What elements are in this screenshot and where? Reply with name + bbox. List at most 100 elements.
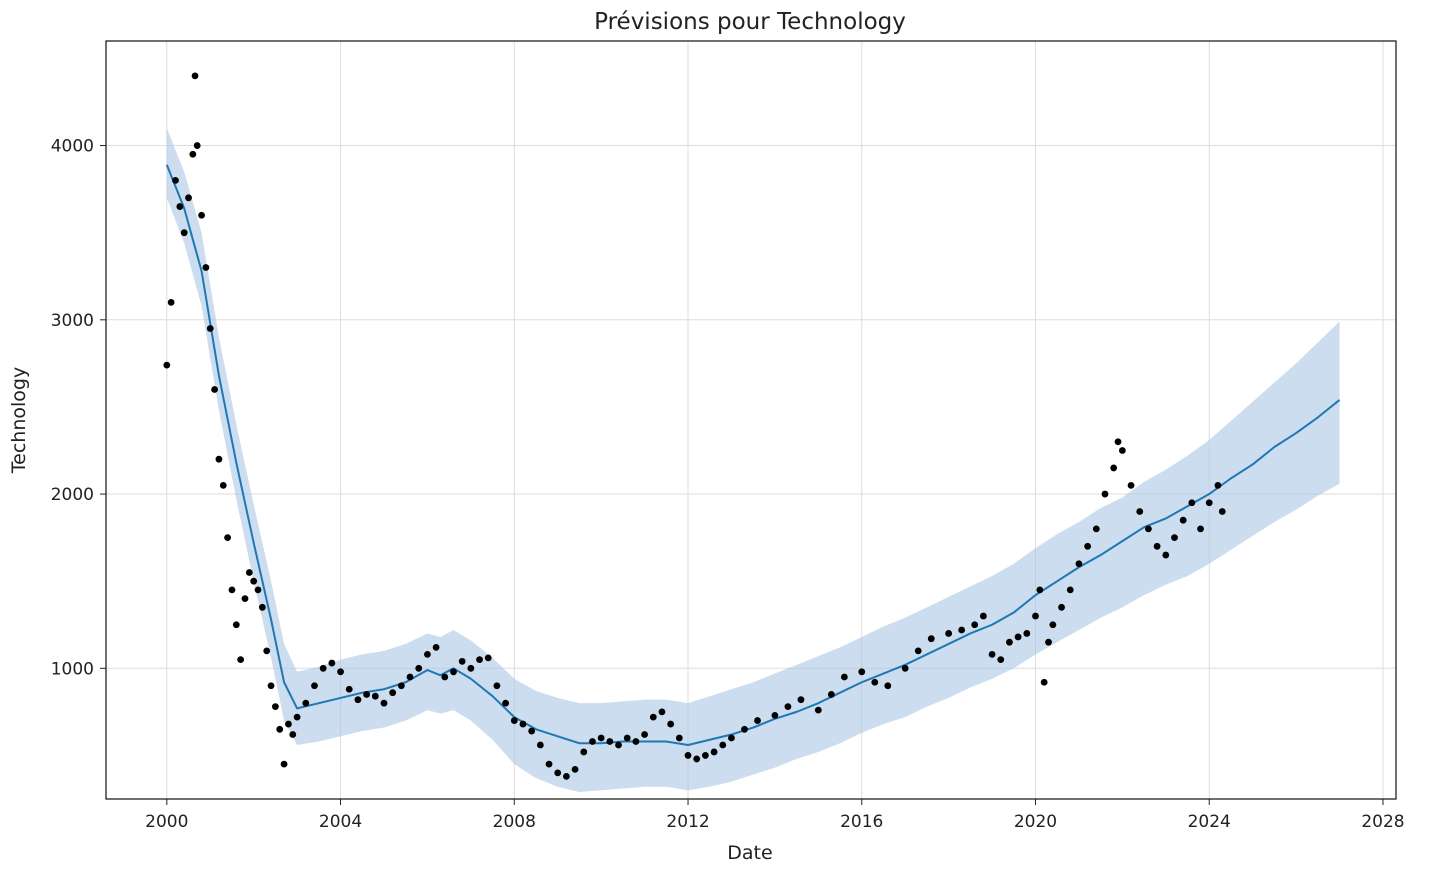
observed-point [502,699,509,707]
observed-point [337,668,344,676]
observed-point [293,713,301,721]
observed-point [328,659,336,667]
observed-point [1145,525,1152,533]
observed-point [1153,542,1161,550]
x-tick-label: 2000 [145,812,188,832]
observed-point [1006,638,1013,646]
observed-point [797,696,805,704]
observed-point [1114,438,1122,446]
observed-point [271,703,279,711]
observed-point [193,142,201,149]
observed-point [1045,638,1052,646]
y-tick-label: 2000 [51,485,94,505]
observed-point [997,656,1005,663]
observed-point [189,150,197,158]
x-tick-label: 2024 [1188,812,1231,832]
observed-point [1032,612,1039,620]
observed-point [958,626,966,634]
observed-point [467,664,475,672]
observed-point [232,621,240,629]
observed-point [728,734,735,742]
observed-point [311,682,318,690]
observed-point [528,727,536,735]
observed-point [615,741,622,749]
observed-point [397,682,405,690]
observed-point [276,725,284,733]
observed-point [1136,508,1144,515]
observed-point [632,738,640,745]
observed-point [441,673,449,681]
observed-point [1023,630,1031,637]
observed-point [914,647,922,655]
observed-point [771,711,779,719]
observed-point [415,664,423,672]
observed-point [167,298,175,306]
observed-point [623,734,631,742]
observed-point [484,654,492,662]
observed-point [510,717,518,724]
observed-point [176,203,184,210]
observed-point [1084,542,1092,550]
confidence-band [166,128,1340,793]
observed-point [871,678,879,686]
observed-point [1179,516,1187,524]
x-tick-label: 2016 [840,812,883,832]
observed-point [228,586,236,594]
observed-point [258,603,266,611]
observed-point [432,644,440,651]
observed-point [884,682,892,690]
observed-point [302,699,310,707]
x-tick-label: 2008 [493,812,536,832]
x-axis-ticks: 2000 2004 2008 2012 2016 2020 2024 2028 [145,799,1405,832]
observed-point [219,481,227,489]
observed-point [641,731,648,738]
y-axis-label: Technology [8,367,30,474]
observed-point [450,668,457,676]
observed-point [206,325,214,332]
observed-point [389,689,397,697]
observed-point [458,657,466,665]
observed-point [285,720,292,728]
uncertainty-band [166,128,1340,793]
observed-point [606,738,614,745]
observed-point [1162,551,1170,559]
yhat-line [165,164,1341,746]
observed-point [406,673,414,681]
observed-point [1218,508,1226,515]
observed-point [536,741,544,749]
observed-point [840,673,848,681]
y-axis-ticks: 1000 2000 3000 4000 [51,137,106,679]
observed-point [979,612,987,620]
observed-point [211,386,218,393]
x-tick-label: 2020 [1014,812,1057,832]
observed-point [571,765,579,773]
observed-point [684,752,692,759]
observed-point [649,713,657,721]
observed-point [901,664,909,672]
x-tick-label: 2004 [319,812,362,832]
observed-points [163,72,1226,780]
observed-point [519,720,527,728]
observed-point [1040,678,1048,686]
observed-point [493,682,501,690]
observed-point [554,769,562,777]
observed-point [1197,525,1204,533]
observed-point [827,691,835,698]
observed-point [289,731,297,738]
observed-point [476,656,483,663]
observed-point [163,361,171,369]
observed-point [250,577,258,585]
observed-point [675,734,683,742]
forecast-line [165,164,1341,746]
chart-title: Prévisions pour Technology [594,9,906,35]
observed-point [693,755,701,763]
observed-point [254,586,262,594]
y-tick-label: 1000 [51,659,94,679]
x-tick-label: 2028 [1361,812,1404,832]
observed-point [185,194,192,202]
observed-point [701,752,709,759]
observed-point [1171,534,1178,542]
observed-point [784,703,792,711]
observed-point [814,706,822,714]
